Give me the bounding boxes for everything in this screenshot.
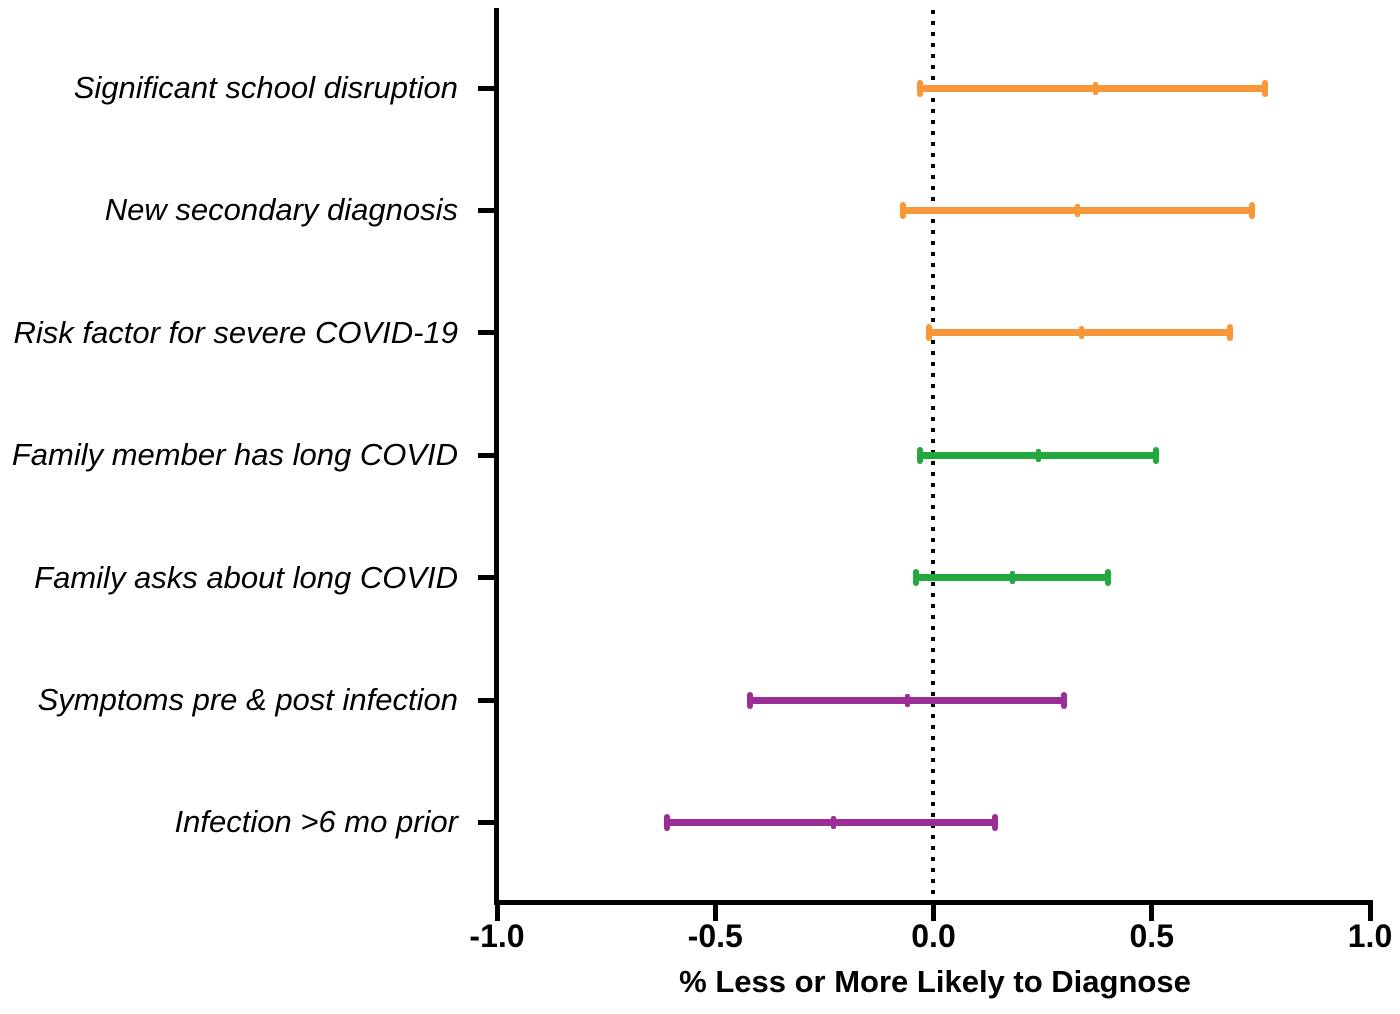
y-axis-tick xyxy=(478,207,494,213)
interval-cap-high xyxy=(1105,569,1112,587)
y-axis-tick xyxy=(478,330,494,336)
x-axis-tick xyxy=(712,905,718,921)
y-axis-line xyxy=(494,8,499,905)
interval-cap-high xyxy=(1061,691,1068,709)
y-axis-tick xyxy=(478,819,494,825)
x-axis-tick-label: -1.0 xyxy=(469,918,525,954)
x-axis-tick xyxy=(1149,905,1155,921)
x-axis-tick-label: -0.5 xyxy=(687,918,743,954)
interval-cap-high xyxy=(1262,79,1269,97)
point-estimate-tick xyxy=(1092,81,1098,95)
y-axis-tick xyxy=(478,697,494,703)
interval-cap-high xyxy=(991,813,998,831)
y-axis-tick xyxy=(478,575,494,581)
y-axis-tick xyxy=(478,452,494,458)
interval-cap-low xyxy=(926,324,933,342)
category-label: Family asks about long COVID xyxy=(34,559,458,595)
y-axis-tick xyxy=(478,85,494,91)
category-label: New secondary diagnosis xyxy=(104,192,458,228)
x-axis-tick xyxy=(1367,905,1373,921)
interval-cap-high xyxy=(1153,446,1160,464)
interval-cap-high xyxy=(1227,324,1234,342)
point-estimate-tick xyxy=(904,693,910,707)
category-label: Risk factor for severe COVID-19 xyxy=(13,314,458,350)
x-axis-tick-label: 0.0 xyxy=(911,918,956,954)
point-estimate-tick xyxy=(830,815,836,829)
point-estimate-tick xyxy=(1009,571,1015,585)
point-estimate-tick xyxy=(1075,203,1081,217)
interval-cap-low xyxy=(747,691,754,709)
interval-cap-low xyxy=(913,569,920,587)
x-axis-line xyxy=(494,900,1373,905)
interval-cap-low xyxy=(664,813,671,831)
x-axis-tick-label: 0.5 xyxy=(1129,918,1174,954)
interval-cap-high xyxy=(1249,201,1256,219)
x-axis-title: % Less or More Likely to Diagnose xyxy=(679,964,1191,999)
category-label: Infection >6 mo prior xyxy=(174,804,458,840)
interval-cap-low xyxy=(917,79,924,97)
category-label: Significant school disruption xyxy=(73,70,458,105)
x-axis-tick-label: 1.0 xyxy=(1347,918,1393,954)
x-axis-tick xyxy=(494,905,500,921)
interval-cap-low xyxy=(917,446,924,464)
category-label: Family member has long COVID xyxy=(11,437,458,473)
point-estimate-tick xyxy=(1079,326,1085,340)
point-estimate-tick xyxy=(1035,448,1041,462)
category-label: Symptoms pre & post infection xyxy=(37,682,458,717)
x-axis-tick xyxy=(931,905,936,921)
interval-cap-low xyxy=(899,201,906,219)
